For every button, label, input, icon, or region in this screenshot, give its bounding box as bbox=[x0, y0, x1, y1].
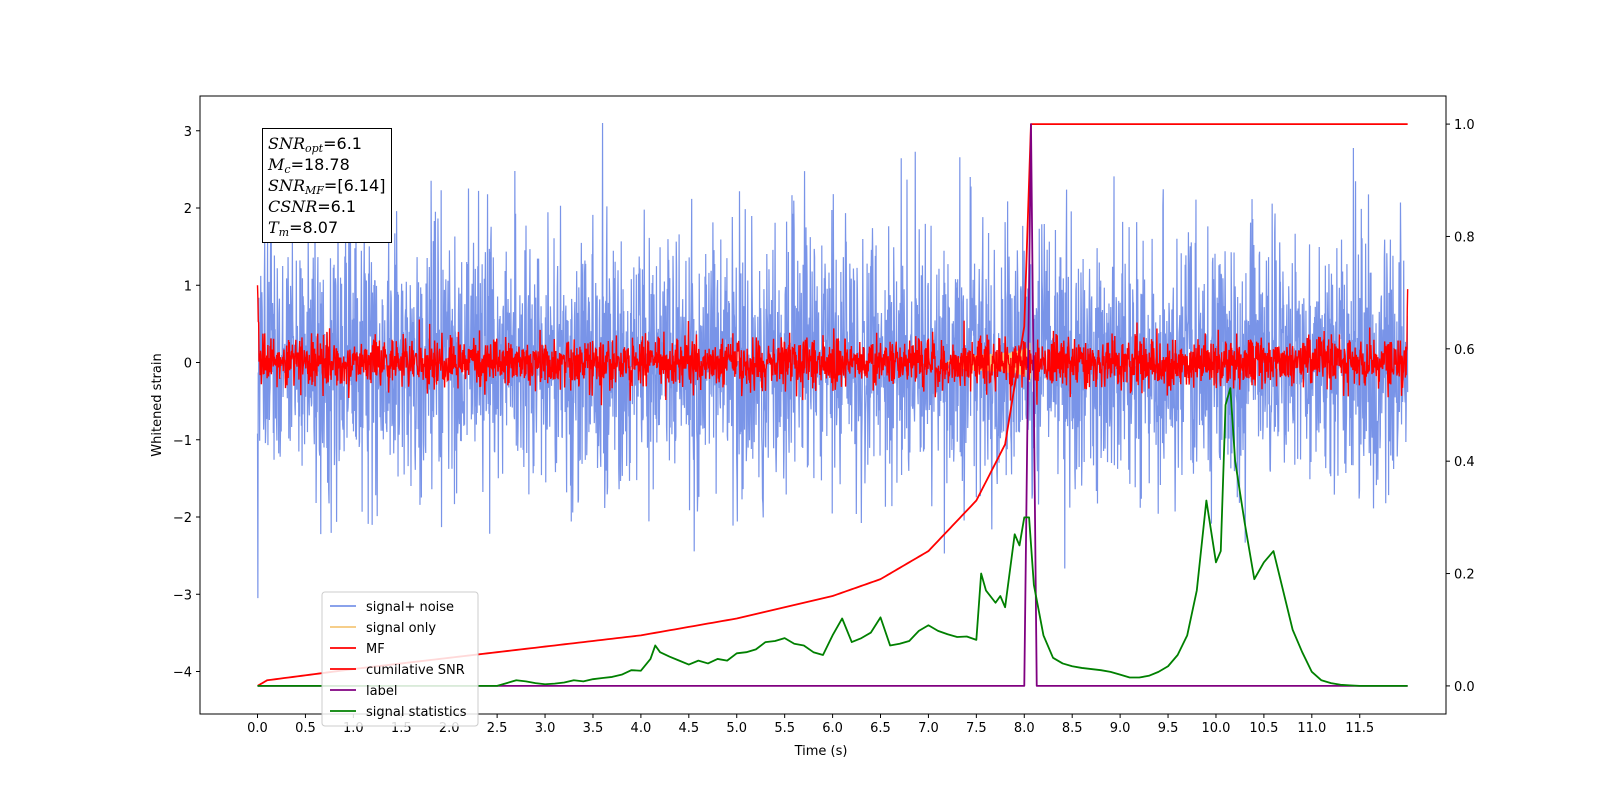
legend-label: signal+ noise bbox=[366, 600, 454, 615]
x-tick-label: 9.5 bbox=[1158, 721, 1179, 736]
y2-tick-label: 1.0 bbox=[1454, 118, 1475, 133]
x-tick-label: 2.5 bbox=[487, 721, 508, 736]
x-tick-label: 8.5 bbox=[1062, 721, 1083, 736]
x-tick-label: 3.5 bbox=[583, 721, 604, 736]
x-tick-label: 0.0 bbox=[247, 721, 268, 736]
legend-item-mf: MF bbox=[330, 642, 385, 657]
x-tick-label: 7.5 bbox=[966, 721, 987, 736]
series-mf bbox=[256, 285, 1409, 406]
x-tick-label: 0.5 bbox=[295, 721, 316, 736]
x-tick-label: 10.5 bbox=[1249, 721, 1278, 736]
plot-frame bbox=[199, 95, 1447, 715]
legend-item-cumilative-snr: cumilative SNR bbox=[330, 663, 465, 678]
legend-item-signal-noise: signal+ noise bbox=[330, 600, 454, 615]
series-signal-statistics bbox=[257, 387, 1408, 687]
legend-item-signal-only: signal only bbox=[330, 621, 436, 636]
y-tick-label: −1 bbox=[173, 434, 192, 449]
y2-tick-label: 0.2 bbox=[1454, 568, 1475, 583]
x-tick-label: 5.0 bbox=[726, 721, 747, 736]
info-csnr: CSNR=6.1 bbox=[268, 197, 357, 216]
x-tick-label: 11.0 bbox=[1297, 721, 1326, 736]
info-snr-mf: SNRMF=[6.14] bbox=[268, 176, 386, 197]
info-snr-opt: SNRopt=6.1 bbox=[268, 134, 362, 155]
y-tick-label: −4 bbox=[173, 666, 192, 681]
info-mc: Mc=18.78 bbox=[268, 155, 350, 176]
y-tick-label: 1 bbox=[184, 279, 192, 294]
x-axis-label: Time (s) bbox=[794, 744, 848, 759]
x-tick-label: 11.5 bbox=[1345, 721, 1374, 736]
y2-tick-label: 0.8 bbox=[1454, 230, 1475, 245]
legend-box bbox=[321, 591, 479, 727]
y-tick-label: 0 bbox=[184, 357, 192, 372]
y2-tick-label: 0.0 bbox=[1454, 680, 1475, 695]
y-tick-label: 2 bbox=[184, 202, 192, 217]
y-tick-label: 3 bbox=[184, 125, 192, 140]
legend-label: signal statistics bbox=[366, 705, 467, 720]
legend-label: cumilative SNR bbox=[366, 663, 465, 678]
x-tick-label: 6.0 bbox=[822, 721, 843, 736]
x-tick-label: 9.0 bbox=[1110, 721, 1131, 736]
y-axis-label: Whitened strain bbox=[150, 353, 165, 456]
legend-item-signal-statistics: signal statistics bbox=[330, 705, 467, 720]
x-tick-label: 8.0 bbox=[1014, 721, 1035, 736]
legend-label: signal only bbox=[366, 621, 436, 636]
x-tick-label: 10.0 bbox=[1201, 721, 1230, 736]
series-label bbox=[257, 123, 1408, 687]
y2-tick-label: 0.4 bbox=[1454, 455, 1475, 470]
legend-label: label bbox=[366, 684, 397, 699]
y2-tick-label: 0.6 bbox=[1454, 343, 1475, 358]
x-tick-label: 7.0 bbox=[918, 721, 939, 736]
info-tm: Tm=8.07 bbox=[268, 218, 339, 239]
legend-item-label: label bbox=[330, 684, 397, 699]
x-tick-label: 4.5 bbox=[678, 721, 699, 736]
x-tick-label: 6.5 bbox=[870, 721, 891, 736]
x-tick-label: 3.0 bbox=[535, 721, 556, 736]
legend: signal+ noise signal only MF cumilative SNR… bbox=[321, 591, 479, 727]
y-tick-label: −2 bbox=[173, 511, 192, 526]
x-tick-label: 5.5 bbox=[774, 721, 795, 736]
x-tick-label: 4.0 bbox=[631, 721, 652, 736]
info-box: SNRopt=6.1 Mc=18.78 SNRMF=[6.14] CSNR=6.… bbox=[262, 128, 393, 243]
legend-label: MF bbox=[366, 642, 385, 657]
y-tick-label: −3 bbox=[173, 588, 192, 603]
